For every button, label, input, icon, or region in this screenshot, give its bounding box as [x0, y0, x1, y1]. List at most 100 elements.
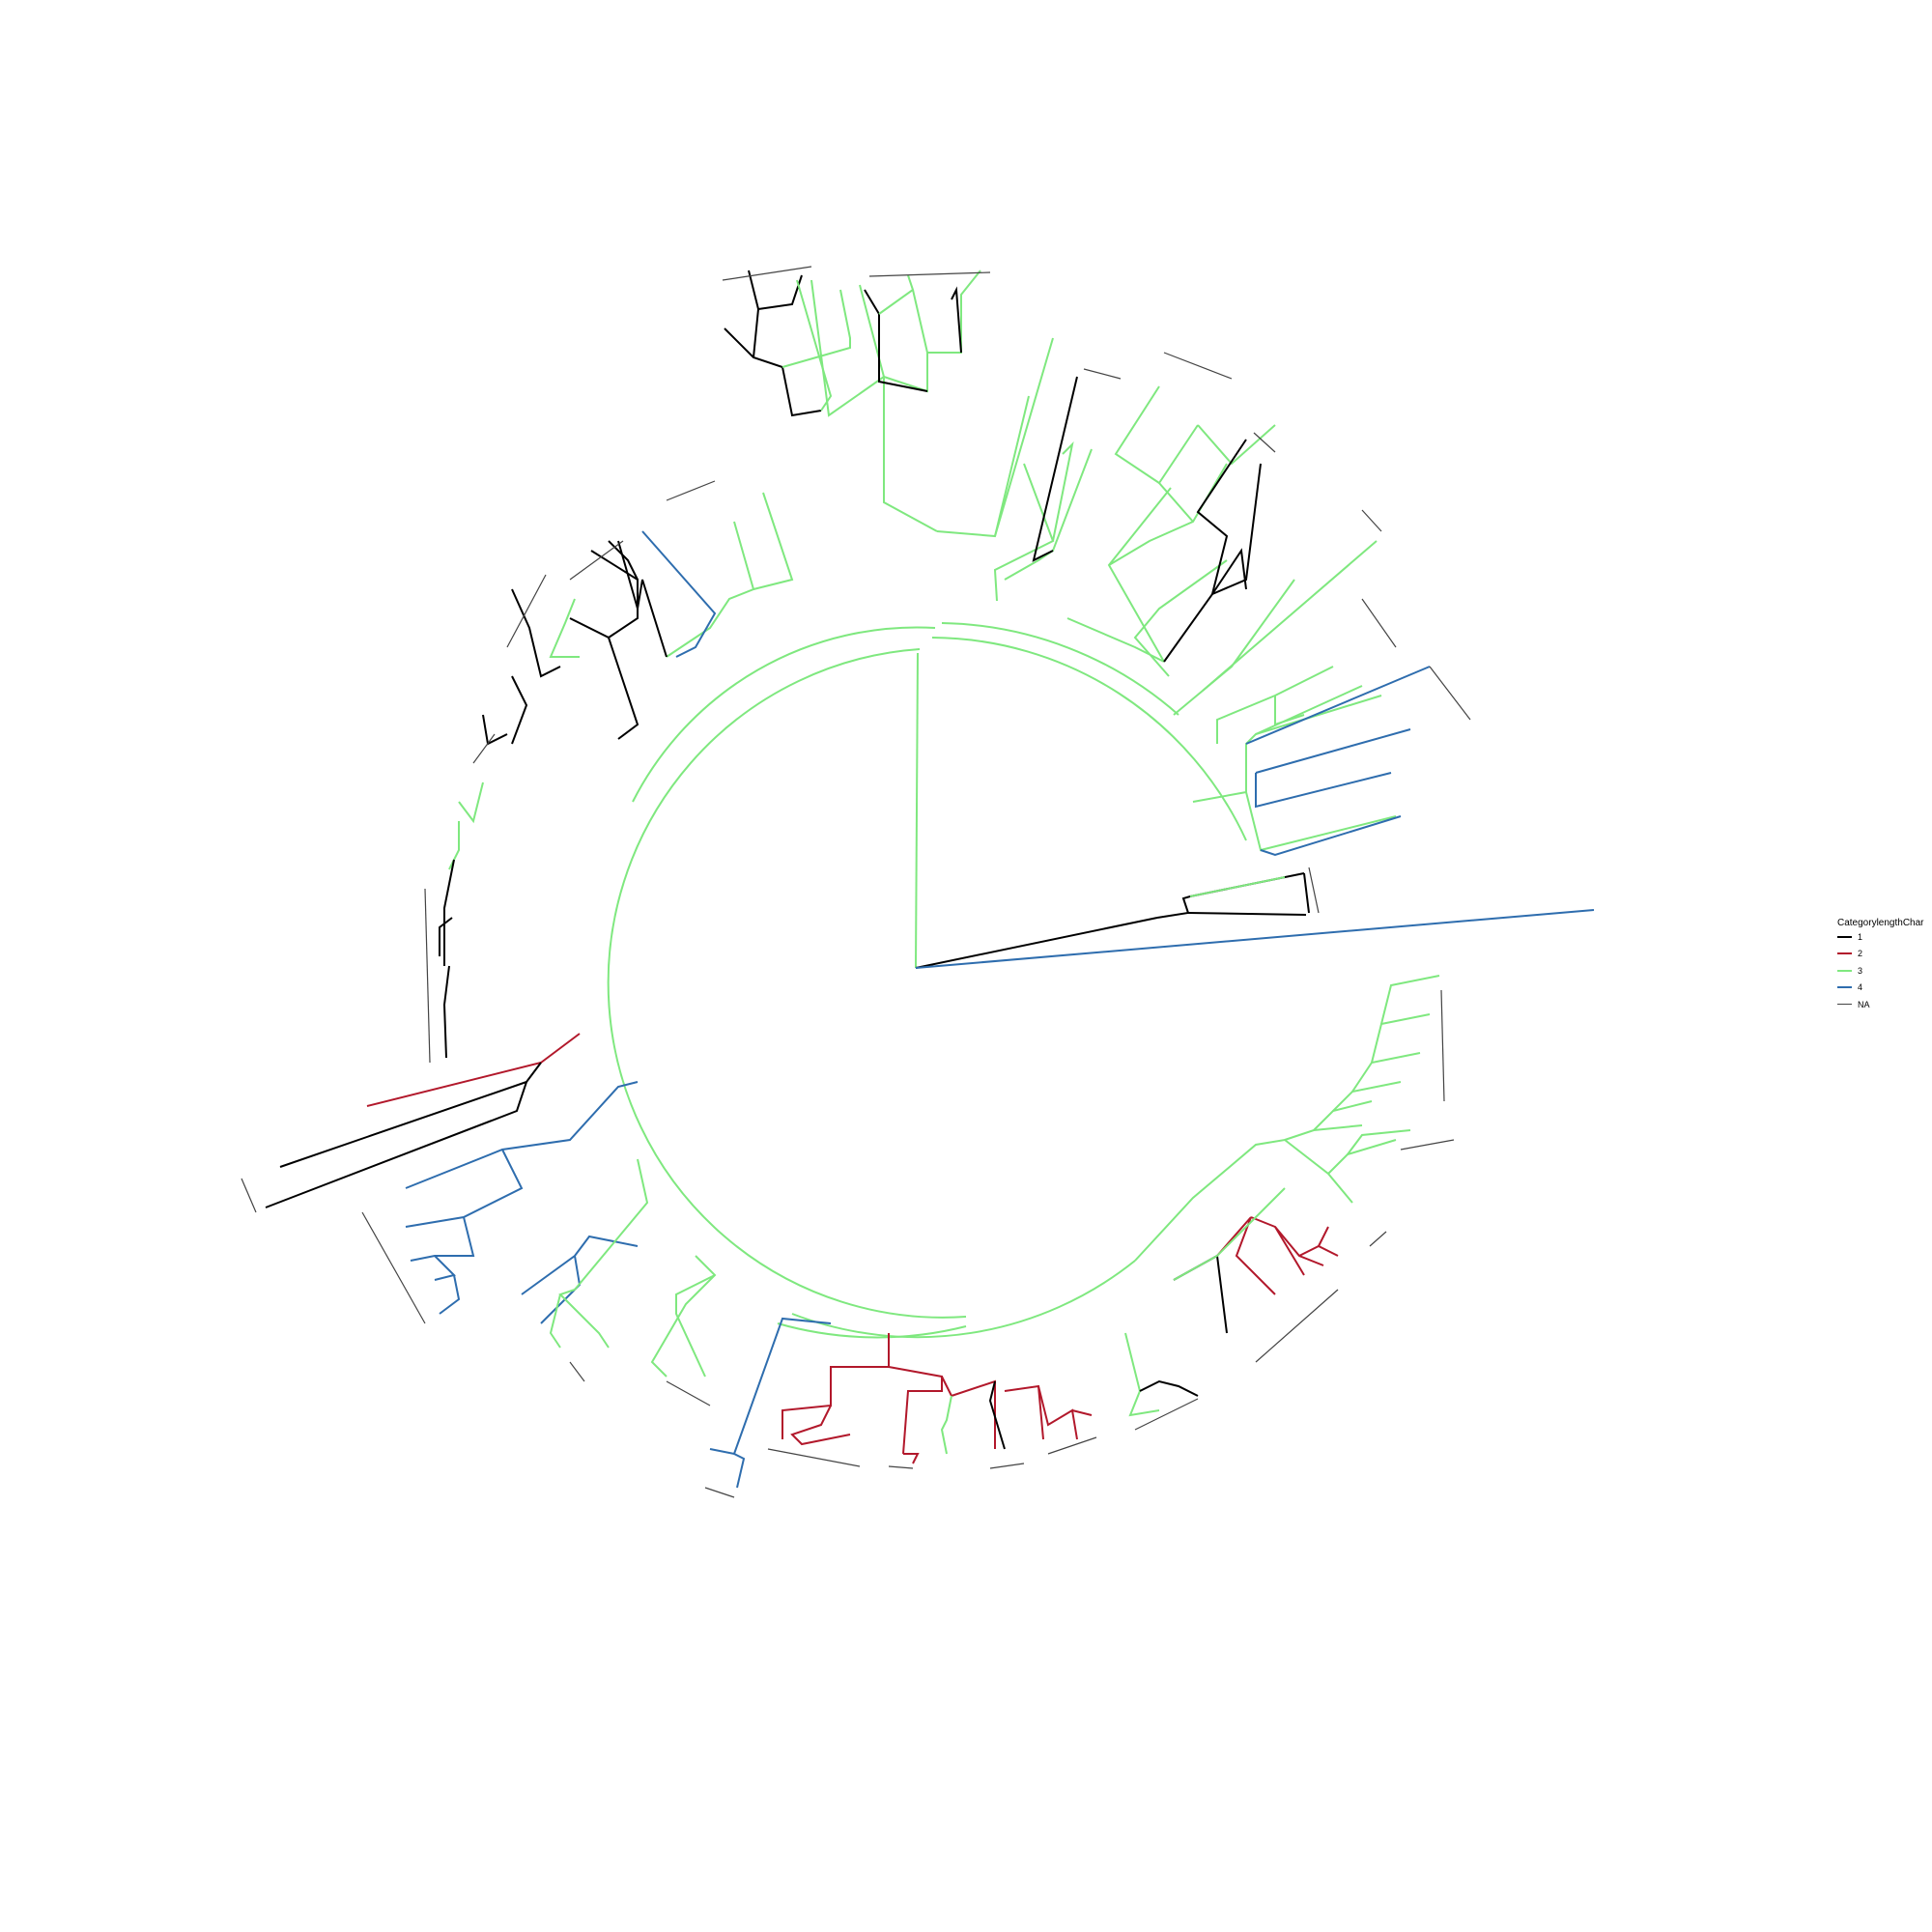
tree-branch-68	[442, 965, 450, 1059]
legend-swatch-1	[1837, 935, 1852, 938]
tree-branch-82	[675, 1274, 716, 1378]
legend-label-2: 2	[1858, 949, 1863, 959]
tree-branch-60	[549, 598, 580, 658]
tree-branch-33	[1211, 548, 1247, 595]
tree-branch-44	[927, 270, 981, 354]
tree-branch-4	[607, 648, 967, 1319]
tree-branch-57	[569, 617, 639, 740]
tree-branch-51	[781, 289, 851, 368]
tree-branch-112	[1347, 1129, 1411, 1155]
tree-branch-50	[757, 274, 803, 310]
tree-branch-35	[993, 463, 1055, 602]
legend-item-1: 1	[1837, 928, 1932, 946]
tree-branch-97	[1173, 1254, 1228, 1334]
clade-arc-5	[1253, 432, 1276, 453]
tree-branch-38	[1032, 376, 1078, 562]
tree-branch-10	[1156, 872, 1305, 919]
clade-arc-18	[767, 1448, 861, 1467]
tree-branch-61	[511, 588, 561, 678]
tree-branch-95	[1124, 1332, 1160, 1417]
tree-branch-43	[883, 289, 928, 393]
tree-branch-1	[915, 652, 919, 969]
tree-branch-16	[1255, 772, 1392, 809]
tree-branch-32	[1163, 463, 1262, 663]
clade-arc-26	[506, 574, 547, 648]
tree-branch-26	[1066, 617, 1165, 663]
clade-arc-23	[241, 1178, 257, 1213]
legend: CategorylengthChar 1 2 3 4 NA	[1837, 918, 1932, 1013]
clade-arc-2	[868, 271, 991, 277]
tree-branch-100	[1274, 1226, 1324, 1266]
tree-branch-74	[410, 1216, 475, 1262]
clade-arc-4	[1163, 352, 1233, 380]
tree-branch-20	[1260, 815, 1402, 857]
tree-branch-8	[791, 1260, 1136, 1339]
tree-branch-73	[405, 1149, 524, 1228]
tree-branch-40	[994, 337, 1054, 537]
tree-branch-111	[1327, 1139, 1397, 1175]
tree-branch-45	[951, 286, 962, 354]
tree-branch-103	[1173, 1187, 1286, 1281]
tree-branch-31	[1197, 424, 1276, 466]
legend-item-4: 4	[1837, 980, 1932, 997]
tree-branch-11	[1187, 912, 1307, 916]
tree-branch-14	[1192, 695, 1382, 803]
tree-branch-15	[1255, 728, 1411, 774]
tree-branch-84	[733, 1453, 746, 1489]
legend-item-2: 2	[1837, 946, 1932, 963]
tree-branch-41	[859, 284, 938, 532]
tree-branch-18	[1255, 685, 1363, 735]
tree-branch-30	[1114, 385, 1160, 484]
tree-branch-83	[709, 1317, 832, 1456]
clade-arc-7	[1361, 598, 1397, 648]
tree-branch-29	[1157, 424, 1199, 523]
tree-branch-94	[1071, 1409, 1093, 1416]
tree-branch-64	[458, 781, 484, 824]
clade-arc-20	[666, 1380, 711, 1406]
tree-branch-28	[1108, 463, 1228, 566]
tree-branch-63	[482, 714, 508, 746]
tree-branch-12	[1189, 876, 1286, 897]
clade-arc-16	[989, 1463, 1025, 1469]
legend-swatch-2	[1837, 952, 1852, 955]
tree-branch-109	[1371, 1013, 1431, 1064]
clade-arc-12	[1369, 1231, 1387, 1247]
tree-branch-37	[1004, 448, 1093, 581]
legend-item-3: 3	[1837, 962, 1932, 980]
tree-branch-80	[549, 1293, 561, 1349]
tree-branch-92	[1004, 1384, 1044, 1440]
tree-branch-101	[1298, 1244, 1339, 1257]
tree-branches	[265, 270, 1595, 1489]
tree-branch-76	[439, 1274, 461, 1315]
tree-branch-2	[915, 917, 1158, 969]
tree-branch-47	[878, 274, 915, 315]
tree-branch-17	[1245, 666, 1431, 745]
tree-branch-81	[650, 1255, 717, 1378]
tree-branch-66	[443, 859, 455, 966]
tree-branch-62	[511, 675, 528, 745]
clade-arc-22	[361, 1211, 426, 1324]
legend-label-4: 4	[1858, 982, 1863, 993]
clade-arc-27	[569, 540, 624, 581]
tree-branch-98	[1216, 1216, 1276, 1295]
tree-branch-86	[790, 1405, 851, 1446]
clade-arc-11	[1400, 1139, 1455, 1151]
tree-branch-69	[366, 1033, 581, 1107]
clade-arc-8	[1429, 666, 1471, 721]
clade-arc-3	[1083, 368, 1122, 380]
tree-branch-77	[521, 1235, 639, 1295]
tree-branch-5	[931, 637, 1247, 841]
tree-branch-85	[781, 1333, 890, 1439]
tree-branch-91	[988, 1380, 1006, 1450]
tree-branch-93	[1037, 1385, 1078, 1440]
clade-arc-19	[704, 1487, 735, 1498]
tree-branch-71	[265, 1081, 527, 1208]
tree-branch-96	[1139, 1379, 1199, 1397]
tree-branch-105	[1284, 1124, 1363, 1141]
legend-label-1: 1	[1858, 931, 1863, 942]
clade-arc-10	[1440, 989, 1445, 1102]
legend-label-3: 3	[1858, 965, 1863, 976]
tree-branch-52	[796, 279, 833, 412]
clade-arc-25	[472, 733, 496, 764]
